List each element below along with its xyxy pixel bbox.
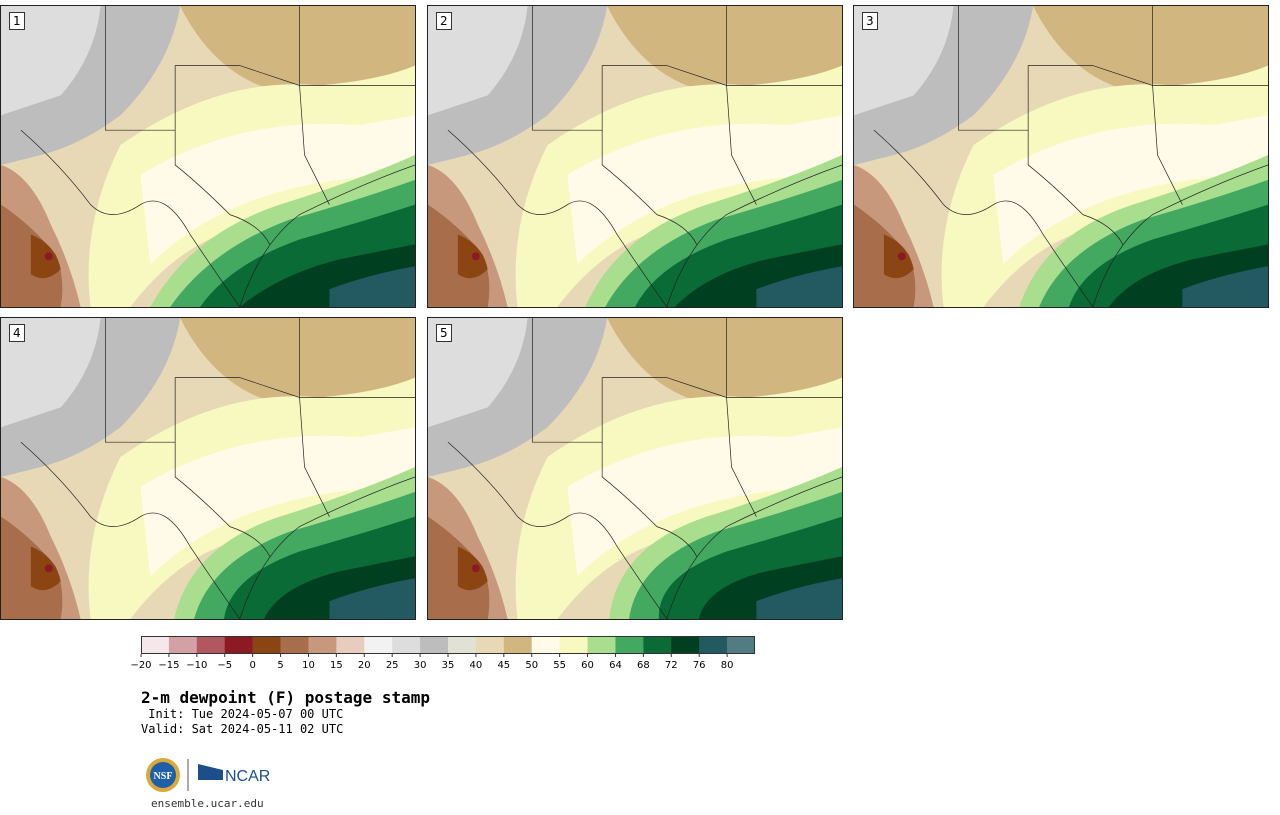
colorbar-swatch (503, 636, 533, 654)
dewpoint-map (1, 318, 415, 619)
colorbar-swatch (336, 636, 365, 654)
colorbar-swatch (420, 636, 449, 654)
boundary-line (1152, 6, 1183, 205)
colorbar (141, 636, 755, 654)
nsf-logo-icon: NSF (146, 758, 180, 792)
colorbar-swatch (392, 636, 421, 654)
colorbar-tick-label: −5 (217, 660, 232, 671)
colorbar-tick-label: 40 (470, 660, 483, 671)
colorbar-ticks: −20 −15 −10 −5 0 5 10 15 20 25 30 35 40 45 50 55 60 64 68 7… (130, 654, 734, 671)
boundary-line (1092, 164, 1268, 307)
boundary-line (1027, 130, 1124, 245)
boundary-line (601, 442, 698, 557)
colorbar-swatch (643, 636, 672, 654)
boundary-line (299, 318, 330, 517)
init-time: Init: Tue 2024-05-07 00 UTC (141, 707, 344, 721)
boundary-line (447, 441, 668, 619)
colorbar-swatch (168, 636, 198, 654)
dewpoint-map (428, 6, 842, 307)
colorbar-swatch (559, 636, 588, 654)
map-panel-1: 1 (0, 5, 416, 308)
colorbar-tick-label: 0 (249, 660, 255, 671)
boundary-line (239, 476, 415, 619)
panel-label: 4 (9, 324, 25, 342)
colorbar-swatch (196, 636, 226, 654)
boundary-line (666, 476, 842, 619)
ncar-logo-icon: NCAR (198, 764, 270, 785)
map-panel-2: 2 (427, 5, 843, 308)
colorbar-tick-label: −20 (130, 660, 151, 671)
colorbar-tick-label: 50 (525, 660, 538, 671)
colorbar-tick-label: 76 (693, 660, 706, 671)
boundary-line (299, 6, 330, 205)
colorbar-tick-label: −10 (186, 660, 207, 671)
dewpoint-map (428, 318, 842, 619)
colorbar-swatch (727, 636, 755, 654)
panel-label: 5 (436, 324, 452, 342)
colorbar-tick-label: 80 (721, 660, 734, 671)
site-url: ensemble.ucar.edu (151, 797, 264, 810)
valid-time: Valid: Sat 2024-05-11 02 UTC (141, 722, 344, 736)
colorbar-tick-label: 20 (358, 660, 371, 671)
colorbar-tick-label: 5 (277, 660, 283, 671)
logos: NSF NCAR (146, 758, 270, 792)
boundary-line (20, 129, 241, 307)
dewpoint-map (1, 6, 415, 307)
colorbar-swatch (699, 636, 728, 654)
boundary-line (174, 442, 271, 557)
map-panel-5: 5 (427, 317, 843, 620)
colorbar-tick-label: 30 (414, 660, 427, 671)
panel-label: 3 (862, 12, 878, 30)
colorbar-tick-label: 25 (386, 660, 399, 671)
colorbar-tick-label: 60 (581, 660, 594, 671)
dewpoint-map (854, 6, 1268, 307)
boundary-line (20, 441, 241, 619)
colorbar-swatch (224, 636, 253, 654)
boundary-line (447, 129, 668, 307)
nsf-text: NSF (154, 771, 173, 782)
colorbar-swatch (615, 636, 644, 654)
colorbar-tick-label: 72 (665, 660, 678, 671)
colorbar-swatch (587, 636, 616, 654)
panel-label: 2 (436, 12, 452, 30)
colorbar-tick-label: 35 (442, 660, 455, 671)
colorbar-tick-label: 45 (497, 660, 510, 671)
boundary-line (174, 130, 271, 245)
colorbar-swatch (448, 636, 477, 654)
panel-label: 1 (9, 12, 25, 30)
colorbar-swatch (308, 636, 337, 654)
boundary-line (666, 164, 842, 307)
colorbar-swatch (252, 636, 281, 654)
colorbar-tick-label: 64 (609, 660, 622, 671)
colorbar-tick-label: −15 (158, 660, 179, 671)
boundary-line (239, 164, 415, 307)
colorbar-tick-label: 55 (553, 660, 566, 671)
ncar-text: NCAR (225, 768, 270, 785)
figure-title: 2-m dewpoint (F) postage stamp (141, 688, 430, 707)
map-panel-3: 3 (853, 5, 1269, 308)
colorbar-swatch (141, 636, 170, 654)
boundary-line (873, 129, 1094, 307)
boundary-line (601, 130, 698, 245)
map-panel-4: 4 (0, 317, 416, 620)
colorbar-tick-label: 68 (637, 660, 650, 671)
colorbar-swatch (364, 636, 393, 654)
colorbar-swatch (280, 636, 309, 654)
colorbar-tick-label: 15 (330, 660, 343, 671)
colorbar-swatch (671, 636, 700, 654)
boundary-line (726, 318, 757, 517)
boundary-line (726, 6, 757, 205)
colorbar-swatch (475, 636, 505, 654)
colorbar-tick-label: 10 (302, 660, 315, 671)
colorbar-swatch (531, 636, 560, 654)
